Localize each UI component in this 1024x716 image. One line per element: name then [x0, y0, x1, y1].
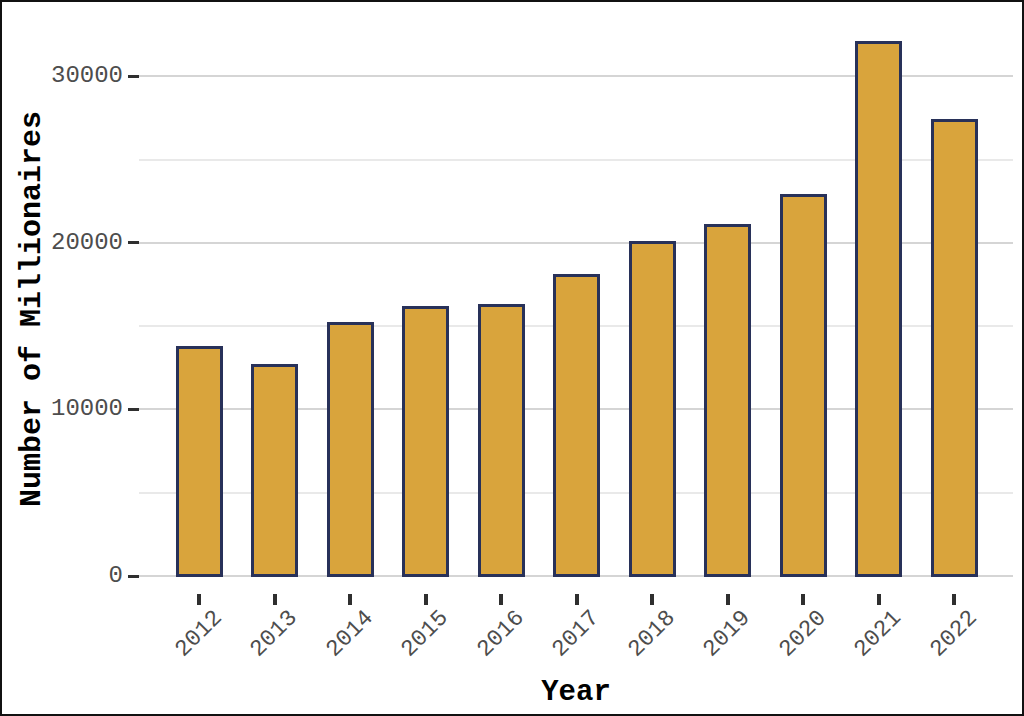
x-tick-mark-2014: [348, 594, 352, 605]
y-axis-title: Number of Millionaires: [14, 79, 50, 539]
bar-2013: [251, 364, 298, 577]
x-tick-label-text-2018: 2018: [623, 605, 680, 662]
bar-2017: [553, 274, 600, 577]
x-axis-title: Year: [139, 676, 1013, 709]
y-axis-title-box: Number of Millionaires: [14, 79, 50, 539]
bar-2021: [855, 41, 902, 577]
x-tick-label-text-2022: 2022: [925, 605, 982, 662]
bar-2015: [402, 306, 449, 577]
bar-2019: [704, 224, 751, 577]
x-tick-label-text-2012: 2012: [170, 605, 227, 662]
y-tick-label-30000: 30000: [2, 62, 123, 90]
x-tick-label-text-2020: 2020: [774, 605, 831, 662]
bar-2016: [478, 304, 525, 577]
x-tick-label-text-2021: 2021: [849, 605, 906, 662]
x-tick-label-text-2016: 2016: [472, 605, 529, 662]
x-tick-mark-2019: [726, 594, 730, 605]
x-tick-mark-2013: [273, 594, 277, 605]
x-tick-mark-2015: [424, 594, 428, 605]
x-tick-label-text-2019: 2019: [698, 605, 755, 662]
x-tick-label-text-2017: 2017: [547, 605, 604, 662]
plot-area: [139, 18, 1013, 576]
bar-2022: [931, 119, 978, 577]
x-tick-mark-2012: [197, 594, 201, 605]
x-tick-label-text-2013: 2013: [245, 605, 302, 662]
x-tick-mark-2020: [801, 594, 805, 605]
bar-2014: [327, 322, 374, 577]
x-tick-mark-2017: [575, 594, 579, 605]
x-tick-mark-2016: [499, 594, 503, 605]
y-tick-label-10000: 10000: [2, 395, 123, 423]
y-tick-mark-0: [128, 575, 139, 578]
bars-layer: [139, 18, 1013, 576]
y-tick-mark-20000: [128, 241, 139, 244]
x-tick-mark-2021: [877, 594, 881, 605]
bar-chart-figure: Number of Millionaires 0100002000030000 …: [0, 0, 1024, 716]
y-tick-mark-30000: [128, 75, 139, 78]
bar-2012: [176, 346, 223, 577]
x-tick-mark-2018: [650, 594, 654, 605]
bar-2018: [629, 241, 676, 577]
x-tick-label-text-2014: 2014: [321, 605, 378, 662]
y-tick-mark-10000: [128, 408, 139, 411]
bar-2020: [780, 194, 827, 577]
y-tick-label-20000: 20000: [2, 229, 123, 257]
y-tick-label-0: 0: [2, 562, 123, 590]
x-tick-mark-2022: [952, 594, 956, 605]
x-tick-label-text-2015: 2015: [396, 605, 453, 662]
